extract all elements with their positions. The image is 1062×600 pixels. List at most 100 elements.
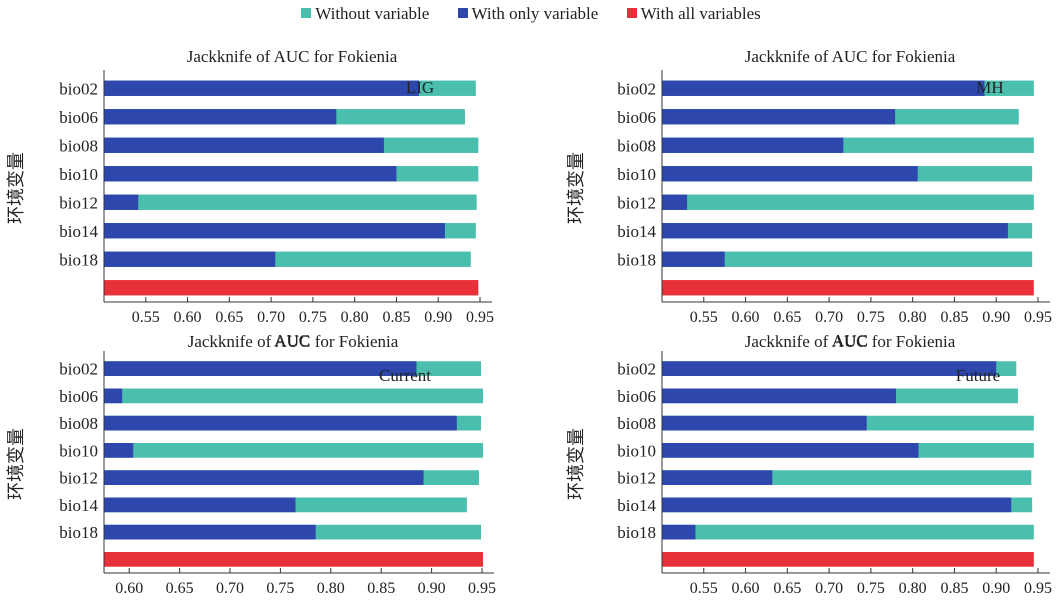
bar-with-all — [662, 552, 1034, 567]
category-label-bio12: bio12 — [617, 469, 656, 488]
bar-with-only-bio02 — [104, 80, 420, 96]
bar-without-bio06 — [104, 388, 484, 404]
bar-with-only-bio14 — [104, 497, 296, 513]
x-tick-label-0.75: 0.75 — [857, 580, 885, 597]
bar-with-only-bio08 — [104, 415, 457, 431]
category-label-bio08: bio08 — [617, 136, 656, 155]
x-tick-label-0.55: 0.55 — [690, 309, 718, 326]
chart-current: Jackknife of AUC for Fokienia bio02 bio06 b… — [6, 332, 496, 597]
chart-mh: Jackknife of AUC for Fokienia bio02 bio06 b… — [566, 47, 1052, 350]
x-tick-label-0.65: 0.65 — [166, 580, 194, 597]
x-tick-label-0.75: 0.75 — [266, 580, 294, 597]
bar-with-only-bio06 — [662, 109, 896, 125]
category-label-bio08: bio08 — [59, 414, 98, 433]
y-axis-label: 环境变量 — [566, 152, 586, 224]
category-label-bio12: bio12 — [59, 469, 98, 488]
bar-with-only-bio10 — [104, 443, 134, 458]
bar-with-only-bio06 — [104, 109, 337, 125]
legend-label-with-only: With only variable — [471, 4, 599, 23]
category-label-bio14: bio14 — [59, 496, 98, 515]
x-tick-label-0.85: 0.85 — [382, 309, 410, 326]
category-label-bio18: bio18 — [59, 250, 98, 269]
bar-with-only-bio14 — [104, 223, 445, 239]
category-label-bio02: bio02 — [617, 360, 656, 379]
x-tick-label-0.60: 0.60 — [732, 580, 760, 597]
category-label-bio08: bio08 — [617, 414, 656, 433]
panel-annotation: Future — [956, 366, 1000, 385]
bar-without-bio12 — [104, 194, 477, 210]
category-label-bio06: bio06 — [59, 387, 98, 406]
chart-title: Jackknife of AUC for Fokienia — [745, 47, 956, 66]
category-label-bio08: bio08 — [59, 136, 98, 155]
panel-annotation: Current — [379, 366, 431, 385]
x-tick-label-0.90: 0.90 — [982, 309, 1010, 326]
x-tick-label-0.55: 0.55 — [132, 309, 160, 326]
x-tick-label-0.95: 0.95 — [466, 309, 494, 326]
bar-with-only-bio08 — [662, 415, 867, 431]
bar-with-all — [662, 280, 1034, 296]
bar-with-only-bio12 — [662, 194, 688, 210]
category-label-bio18: bio18 — [617, 250, 656, 269]
x-tick-label-0.70: 0.70 — [815, 580, 843, 597]
bar-with-only-bio14 — [662, 497, 1012, 513]
bar-with-only-bio06 — [662, 388, 896, 404]
x-tick-label-0.90: 0.90 — [982, 580, 1010, 597]
chart-title: Jackknife of AUC for Fokienia — [188, 332, 399, 351]
legend-label-without: Without variable — [315, 4, 430, 23]
chart-title: Jackknife of AUC for Fokienia — [187, 47, 398, 66]
bar-with-only-bio02 — [662, 80, 985, 96]
bar-with-only-bio18 — [104, 251, 276, 267]
bar-with-only-bio10 — [104, 166, 397, 182]
y-axis-label: 环境变量 — [566, 428, 586, 500]
legend-swatch-without — [301, 8, 312, 18]
x-tick-label-0.90: 0.90 — [418, 580, 446, 597]
x-tick-label-0.65: 0.65 — [773, 580, 801, 597]
category-label-bio02: bio02 — [617, 79, 656, 98]
category-label-bio06: bio06 — [617, 108, 656, 127]
bar-with-all — [104, 552, 484, 567]
bar-with-only-bio08 — [104, 137, 384, 153]
category-label-bio14: bio14 — [59, 222, 98, 241]
x-tick-label-0.90: 0.90 — [424, 309, 452, 326]
y-axis-label: 环境变量 — [6, 152, 26, 224]
x-tick-label-0.75: 0.75 — [857, 309, 885, 326]
x-tick-label-0.65: 0.65 — [215, 309, 243, 326]
category-label-bio12: bio12 — [617, 193, 656, 212]
chart-title: Jackknife of AUC for Fokienia — [745, 332, 956, 351]
x-tick-label-0.80: 0.80 — [341, 309, 369, 326]
category-label-bio14: bio14 — [617, 496, 656, 515]
bar-with-only-bio14 — [662, 223, 1008, 239]
category-label-bio14: bio14 — [617, 222, 656, 241]
category-label-bio12: bio12 — [59, 193, 98, 212]
x-tick-label-0.80: 0.80 — [317, 580, 345, 597]
x-tick-label-0.95: 0.95 — [1024, 309, 1052, 326]
panel-annotation: LIG — [406, 78, 434, 97]
x-tick-label-0.85: 0.85 — [940, 580, 968, 597]
legend-item-with-only: With only variable — [457, 4, 599, 24]
category-label-bio10: bio10 — [617, 165, 656, 184]
category-label-bio10: bio10 — [59, 165, 98, 184]
bar-with-only-bio10 — [662, 166, 918, 182]
y-axis-label: 环境变量 — [6, 428, 26, 500]
category-label-bio02: bio02 — [59, 360, 98, 379]
category-label-bio10: bio10 — [59, 441, 98, 460]
x-tick-label-0.80: 0.80 — [899, 580, 927, 597]
legend-label-with-all: With all variables — [640, 4, 761, 23]
bar-with-only-bio10 — [662, 443, 919, 458]
legend-swatch-with-all — [626, 8, 637, 18]
x-axis-label: AUC — [274, 331, 310, 350]
bar-with-only-bio06 — [104, 388, 123, 404]
x-tick-label-0.75: 0.75 — [299, 309, 327, 326]
x-tick-label-0.55: 0.55 — [690, 580, 718, 597]
bar-with-all — [104, 280, 479, 296]
x-tick-label-0.95: 0.95 — [1024, 580, 1052, 597]
x-axis-label: AUC — [832, 331, 868, 350]
bar-with-only-bio12 — [104, 470, 424, 485]
bar-without-bio18 — [662, 251, 1033, 267]
legend-swatch-with-only — [457, 8, 468, 18]
x-tick-label-0.80: 0.80 — [899, 309, 927, 326]
bar-with-only-bio02 — [104, 361, 417, 376]
bar-with-only-bio12 — [104, 194, 139, 210]
legend-item-without: Without variable — [301, 4, 429, 24]
bar-with-only-bio18 — [662, 251, 725, 267]
